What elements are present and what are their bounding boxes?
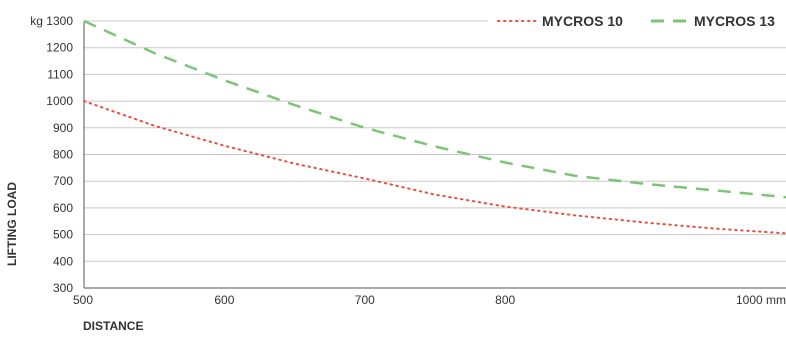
y-tick-label: 1100	[47, 67, 73, 81]
y-tick-label: 900	[53, 121, 73, 135]
legend-label-mycros-13: MYCROS 13	[694, 13, 775, 29]
series-lines	[83, 19, 786, 235]
x-tick-label: 600	[214, 293, 234, 307]
y-tick-label: 700	[53, 174, 73, 188]
legend: MYCROS 10 MYCROS 13	[488, 9, 786, 33]
x-tick-label: 1000 mm	[736, 293, 786, 307]
y-tick-label: 500	[53, 228, 73, 242]
series-line-mycros-10	[83, 100, 786, 235]
y-tick-label: 1000	[46, 94, 73, 108]
y-tick-label: 400	[53, 254, 73, 268]
y-tick-label: 800	[53, 148, 73, 162]
x-tick-label: 500	[73, 293, 93, 307]
y-tick-label: kg 1300	[30, 14, 73, 28]
y-axis-title: LIFTING LOAD	[5, 182, 19, 266]
axes	[83, 21, 786, 289]
y-tick-label: 300	[53, 281, 73, 295]
legend-background	[488, 9, 786, 33]
legend-label-mycros-10: MYCROS 10	[542, 13, 623, 29]
x-tick-label: 800	[495, 293, 515, 307]
y-tick-labels: 300 400 500 600 700 800 900 1000 1100 1200 kg 1300	[30, 14, 73, 295]
x-axis-title: DISTANCE	[83, 319, 143, 333]
gridlines	[84, 20, 786, 289]
x-tick-label: 700	[355, 293, 375, 307]
y-tick-label: 600	[53, 201, 73, 215]
x-tick-labels: 500 600 700 800 1000 mm	[73, 293, 786, 307]
y-tick-label: 1200	[46, 41, 73, 55]
